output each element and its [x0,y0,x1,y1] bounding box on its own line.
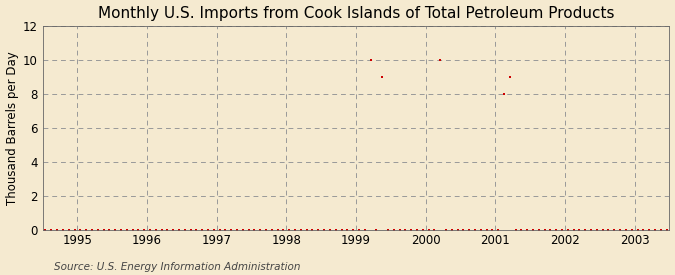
Y-axis label: Thousand Barrels per Day: Thousand Barrels per Day [5,51,18,205]
Text: Source: U.S. Energy Information Administration: Source: U.S. Energy Information Administ… [54,262,300,272]
Title: Monthly U.S. Imports from Cook Islands of Total Petroleum Products: Monthly U.S. Imports from Cook Islands o… [98,6,614,21]
